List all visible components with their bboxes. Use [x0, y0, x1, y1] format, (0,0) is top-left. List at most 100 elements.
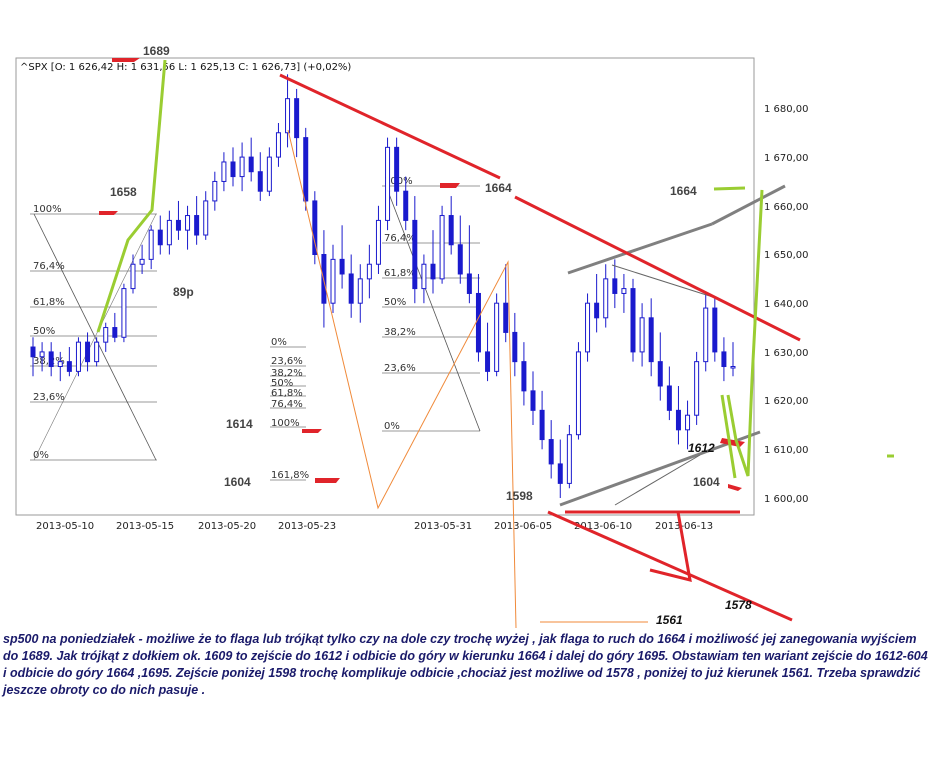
- candle-body: [448, 215, 454, 246]
- candle-body: [466, 273, 472, 294]
- fib-label: 38,2%: [384, 327, 416, 338]
- candle-body: [375, 219, 381, 265]
- candle-body: [575, 351, 581, 436]
- candle-body: [148, 229, 154, 260]
- x-tick-label: 2013-06-10: [574, 521, 632, 532]
- label-1664-right: 1664: [670, 184, 697, 198]
- x-tick-label: 2013-05-15: [116, 521, 174, 532]
- label-1614: 1614: [226, 417, 253, 431]
- candle-body: [675, 409, 681, 431]
- x-tick-label: 2013-06-05: [494, 521, 552, 532]
- triangle-thin-line-lower: [614, 454, 701, 506]
- candle-body: [303, 137, 309, 202]
- green-path-right-2: [720, 394, 737, 479]
- candle-body: [121, 288, 127, 338]
- candle-body: [266, 156, 272, 192]
- y-tick-label: 1 650,00: [764, 250, 809, 261]
- marker-1604-right: [728, 484, 742, 491]
- candle-body: [439, 215, 445, 280]
- candle-body: [348, 273, 354, 304]
- candle-body: [548, 439, 554, 465]
- fib-label: 100%: [33, 204, 62, 215]
- label-1604-right: 1604: [693, 475, 720, 489]
- fib-label: 61,8%: [33, 297, 65, 308]
- annotations: 1689 1658 89p 1614 1604 1664 1664 1612 1…: [110, 44, 752, 627]
- y-tick-label: 1 600,00: [764, 494, 809, 505]
- candle-body: [494, 302, 500, 372]
- fib-label: 0%: [384, 421, 400, 432]
- candle-body: [412, 219, 418, 290]
- marker-1689: [112, 58, 140, 62]
- candle-body: [712, 307, 718, 353]
- fib-label: 50%: [33, 326, 55, 337]
- fib-label: 50%: [384, 297, 406, 308]
- arrow-to-1578: [649, 511, 692, 583]
- x-tick-label: 2013-05-20: [198, 521, 256, 532]
- y-tick-label: 1 620,00: [764, 396, 809, 407]
- candle-body: [557, 463, 563, 484]
- marker-1664: [440, 183, 460, 188]
- candle-body: [503, 302, 509, 333]
- candle-body: [221, 161, 227, 182]
- marker-1614: [302, 429, 322, 433]
- candle-body: [112, 327, 118, 338]
- candle-body: [66, 361, 72, 372]
- downtrend-line-2: [514, 195, 801, 342]
- candle-body: [521, 361, 527, 392]
- candle-body: [185, 215, 191, 231]
- fib-label: 23,6%: [271, 356, 303, 367]
- candle-body: [248, 156, 254, 173]
- label-1561: 1561: [656, 613, 683, 627]
- candle-body: [239, 156, 245, 178]
- candle-body: [603, 278, 609, 319]
- label-1664-mid: 1664: [485, 181, 512, 195]
- candle-body: [694, 361, 700, 416]
- plot-frame: [15, 57, 755, 516]
- label-89p: 89p: [173, 285, 194, 299]
- chart-header: ^SPX [O: 1 626,42 H: 1 631,56 L: 1 625,1…: [20, 62, 351, 73]
- candle-body: [657, 361, 663, 387]
- candle-body: [139, 258, 145, 265]
- candle-body: [57, 361, 63, 368]
- candle-body: [666, 385, 672, 411]
- fib-label: 61,8%: [271, 388, 303, 399]
- green-path-left: [96, 59, 167, 333]
- x-tick-label: 2013-06-13: [655, 521, 713, 532]
- downtrend-line-1: [279, 73, 501, 180]
- candle-body: [612, 278, 618, 294]
- fib-label: 76,4%: [33, 261, 65, 272]
- candle-body: [85, 341, 91, 363]
- fib-label: 0%: [33, 450, 49, 461]
- candle-body: [430, 263, 436, 280]
- candle-body: [585, 302, 591, 353]
- candle-body: [94, 341, 100, 363]
- candle-body: [530, 390, 536, 411]
- green-projection-lines: [96, 59, 894, 479]
- candle-body: [366, 263, 372, 280]
- green-1664-line: [713, 186, 746, 191]
- fib-label: 50%: [271, 378, 293, 389]
- candle-body: [648, 317, 654, 363]
- analysis-caption: sp500 na poniedziałek - możliwe że to fl…: [3, 632, 928, 697]
- candle-body: [339, 258, 345, 275]
- fib-label: 23,6%: [384, 363, 416, 374]
- candle-body: [594, 302, 600, 319]
- channel-upper-line: [567, 222, 713, 275]
- candle-body: [157, 229, 163, 246]
- candle-body: [48, 351, 54, 368]
- candle-body: [539, 409, 545, 441]
- y-tick-label: 1 680,00: [764, 104, 809, 115]
- fib-label: 23,6%: [33, 392, 65, 403]
- green-path-right: [726, 189, 764, 477]
- candle-body: [166, 219, 172, 246]
- candle-body: [203, 200, 209, 236]
- candle-body: [212, 180, 218, 202]
- fibonacci-levels-2: 0% 23,6% 38,2% 50% 61,8% 76,4% 100% 161,…: [270, 337, 309, 481]
- candle-body: [357, 278, 363, 304]
- candle-body: [703, 307, 709, 363]
- candle-body: [630, 288, 636, 353]
- orange-wave-lines: [287, 129, 648, 629]
- candle-body: [475, 292, 481, 353]
- y-tick-label: 1 630,00: [764, 348, 809, 359]
- x-axis: 2013-05-10 2013-05-15 2013-05-20 2013-05…: [36, 521, 713, 532]
